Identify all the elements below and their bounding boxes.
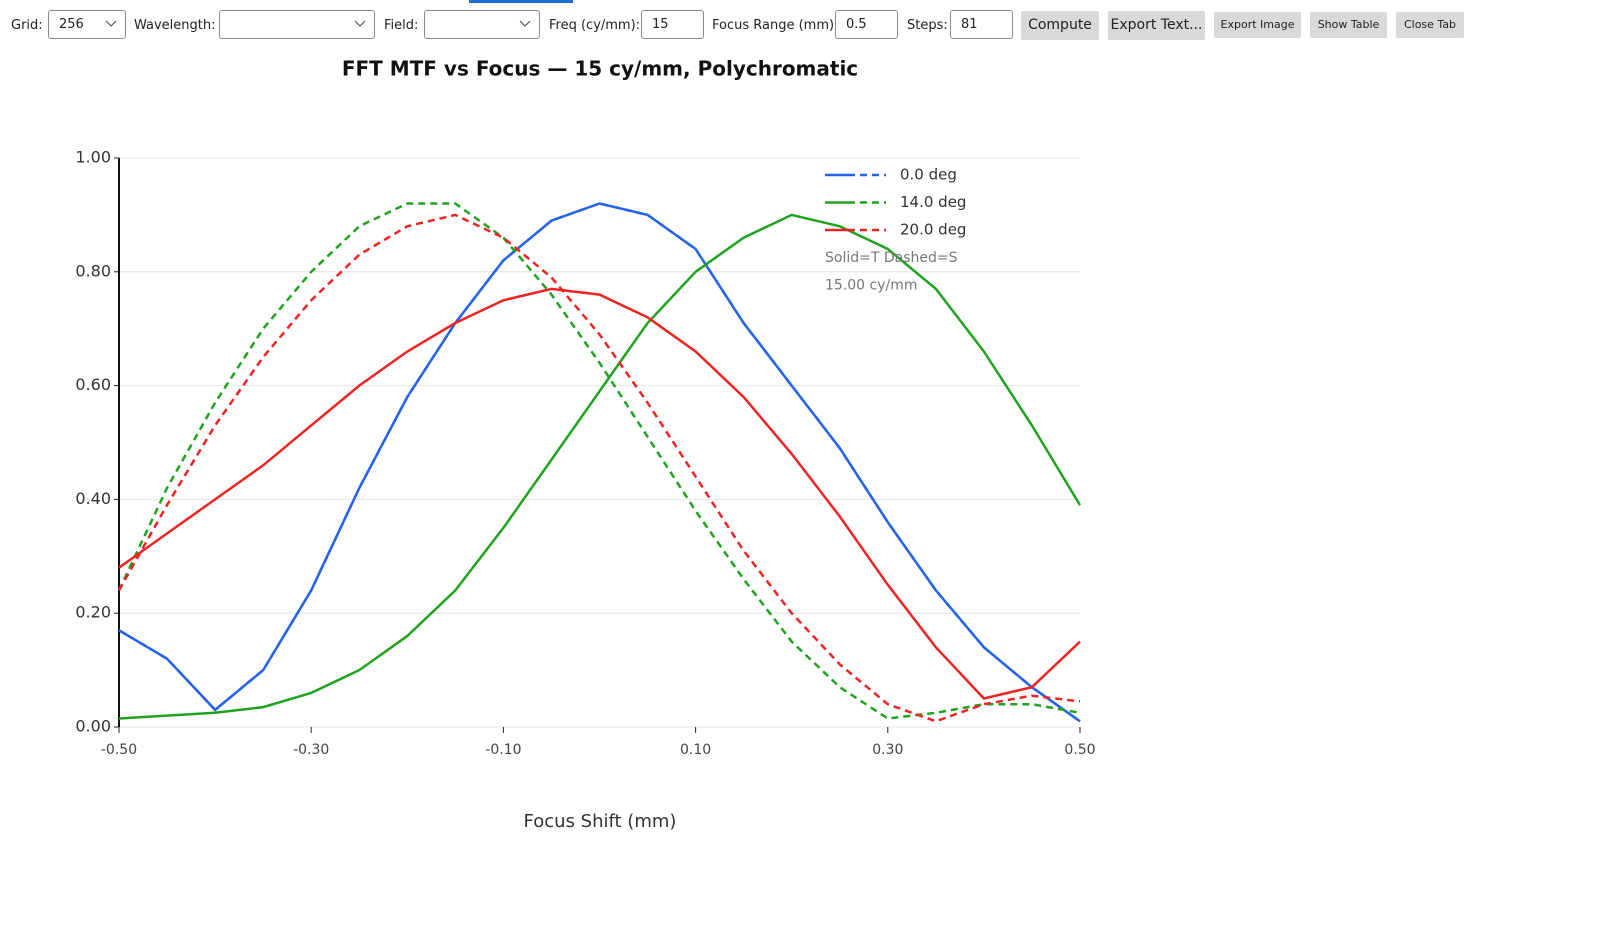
y-tick-label: 0.80 [75, 261, 111, 280]
button[interactable]: Close Tab [1396, 12, 1464, 38]
legend-label: 14.0 deg [900, 193, 966, 211]
wavelength-select[interactable] [219, 10, 375, 39]
button[interactable]: Export Image [1214, 12, 1301, 38]
x-tick-label: 0.10 [680, 742, 711, 758]
tangential-line [118, 213, 1082, 720]
sagittal-line [118, 202, 1081, 723]
field-label: Field: [384, 18, 419, 33]
chart: FFT MTF vs Focus — 15 cy/mm, Polychromat… [75, 57, 1095, 833]
x-tick-label: 0.30 [872, 742, 903, 758]
y-tick-label: 0.00 [75, 717, 111, 736]
grid-value: 256 [59, 17, 84, 32]
chart-title: FFT MTF vs Focus — 15 cy/mm, Polychromat… [342, 57, 858, 81]
x-axis-label: Focus Shift (mm) [524, 811, 677, 832]
y-tick-label: 0.40 [75, 489, 111, 508]
range-label: Focus Range (mm): [712, 18, 839, 33]
freq-input[interactable]: 15 [641, 10, 704, 39]
annotation: 15.00 cy/mm [825, 278, 918, 294]
button[interactable]: Show Table [1310, 12, 1387, 38]
x-tick-label: 0.50 [1064, 742, 1095, 758]
chevron [105, 20, 117, 27]
sagittal-line [117, 202, 1081, 720]
tangential-line [118, 287, 1081, 700]
annotation: Solid=T Dashed=S [825, 250, 958, 266]
button[interactable]: Compute [1021, 11, 1099, 40]
button[interactable]: Export Text... [1108, 11, 1205, 40]
x-tick-label: -0.30 [293, 742, 329, 758]
range-input[interactable]: 0.5 [835, 10, 898, 39]
x-tick-label: -0.50 [101, 742, 137, 758]
y-tick-label: 0.60 [75, 375, 111, 394]
legend-label: 20.0 deg [900, 221, 966, 239]
grid-label: Grid: [11, 18, 43, 33]
y-tick-label: 0.20 [75, 603, 111, 622]
chevron [354, 20, 366, 27]
grid-select[interactable]: 256 [48, 10, 126, 39]
wavelength-label: Wavelength: [134, 18, 216, 33]
x-tick-label: -0.10 [485, 742, 521, 758]
steps-input[interactable]: 81 [950, 10, 1013, 39]
tangential-line [118, 202, 1081, 723]
y-tick-label: 1.00 [75, 148, 111, 167]
sagittal-line [117, 213, 1081, 723]
field-select[interactable] [424, 10, 540, 39]
legend-label: 0.0 deg [900, 166, 957, 184]
tab-indicator [469, 0, 573, 3]
chevron [519, 20, 531, 27]
steps-label: Steps: [907, 18, 948, 33]
freq-label: Freq (cy/mm): [549, 18, 641, 33]
